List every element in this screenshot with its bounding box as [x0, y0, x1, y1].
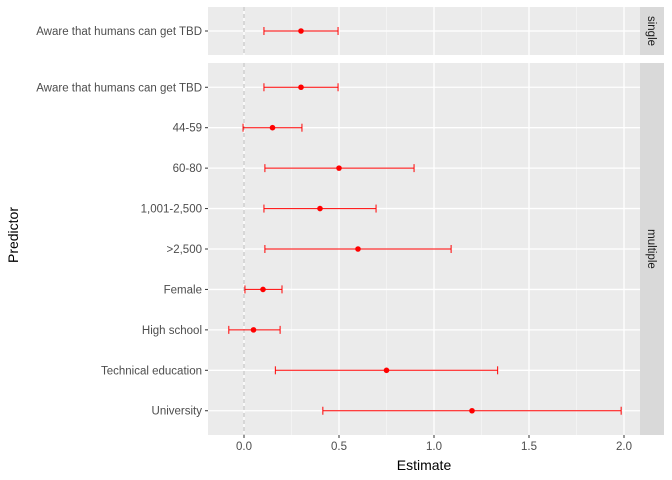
x-tick-label: 1.0 [426, 441, 442, 453]
data-row-multiple-8: University [152, 406, 622, 418]
data-row-multiple-4: >2,500 [167, 244, 452, 256]
estimate-point [355, 246, 361, 252]
x-tick-label: 0.0 [236, 441, 252, 453]
y-tick-label: 44-59 [173, 123, 202, 135]
data-row-multiple-1: 44-59 [173, 123, 303, 135]
data-row-single-0: Aware that humans can get TBD [36, 26, 339, 38]
estimate-point [469, 407, 475, 414]
facet-strip [640, 63, 664, 435]
data-row-multiple-3: 1,001-2,500 [141, 204, 377, 216]
estimate-point [383, 367, 390, 374]
y-tick-label: University [152, 406, 203, 418]
y-tick-label: >2,500 [167, 244, 203, 256]
y-tick-label: Technical education [101, 365, 202, 377]
y-tick-label: 60-80 [173, 163, 202, 175]
facet-panel-multiple: Aware that humans can get TBD 44-59 60-80 1… [36, 63, 664, 435]
estimate-point [260, 286, 266, 293]
x-tick-label: 2.0 [616, 441, 632, 453]
facet-strip-label: single [645, 16, 657, 46]
data-row-multiple-5: Female [164, 284, 283, 296]
y-tick-label: High school [142, 325, 202, 337]
estimate-point [298, 84, 304, 91]
data-row-multiple-7: Technical education [101, 365, 499, 377]
estimate-point [269, 124, 276, 131]
x-axis-title: Estimate [397, 457, 452, 473]
facet-strip [640, 7, 664, 55]
data-row-multiple-2: 60-80 [173, 163, 415, 175]
data-row-multiple-0: Aware that humans can get TBD [36, 82, 339, 94]
y-axis-title: Predictor [5, 207, 21, 263]
data-row-multiple-6: High school [142, 325, 281, 337]
estimate-point [317, 205, 323, 212]
y-tick-label: 1,001-2,500 [141, 204, 202, 216]
x-tick-label: 1.5 [521, 441, 537, 453]
estimate-point [336, 165, 342, 171]
estimate-point [250, 327, 257, 333]
y-tick-label: Aware that humans can get TBD [36, 82, 202, 94]
y-tick-label: Female [164, 284, 202, 296]
estimate-point [298, 28, 304, 34]
y-tick-label: Aware that humans can get TBD [36, 26, 202, 38]
x-tick-label: 0.5 [331, 441, 347, 453]
facet-panel-single: Aware that humans can get TBD single [36, 7, 664, 55]
facet-strip-label: multiple [645, 229, 657, 269]
